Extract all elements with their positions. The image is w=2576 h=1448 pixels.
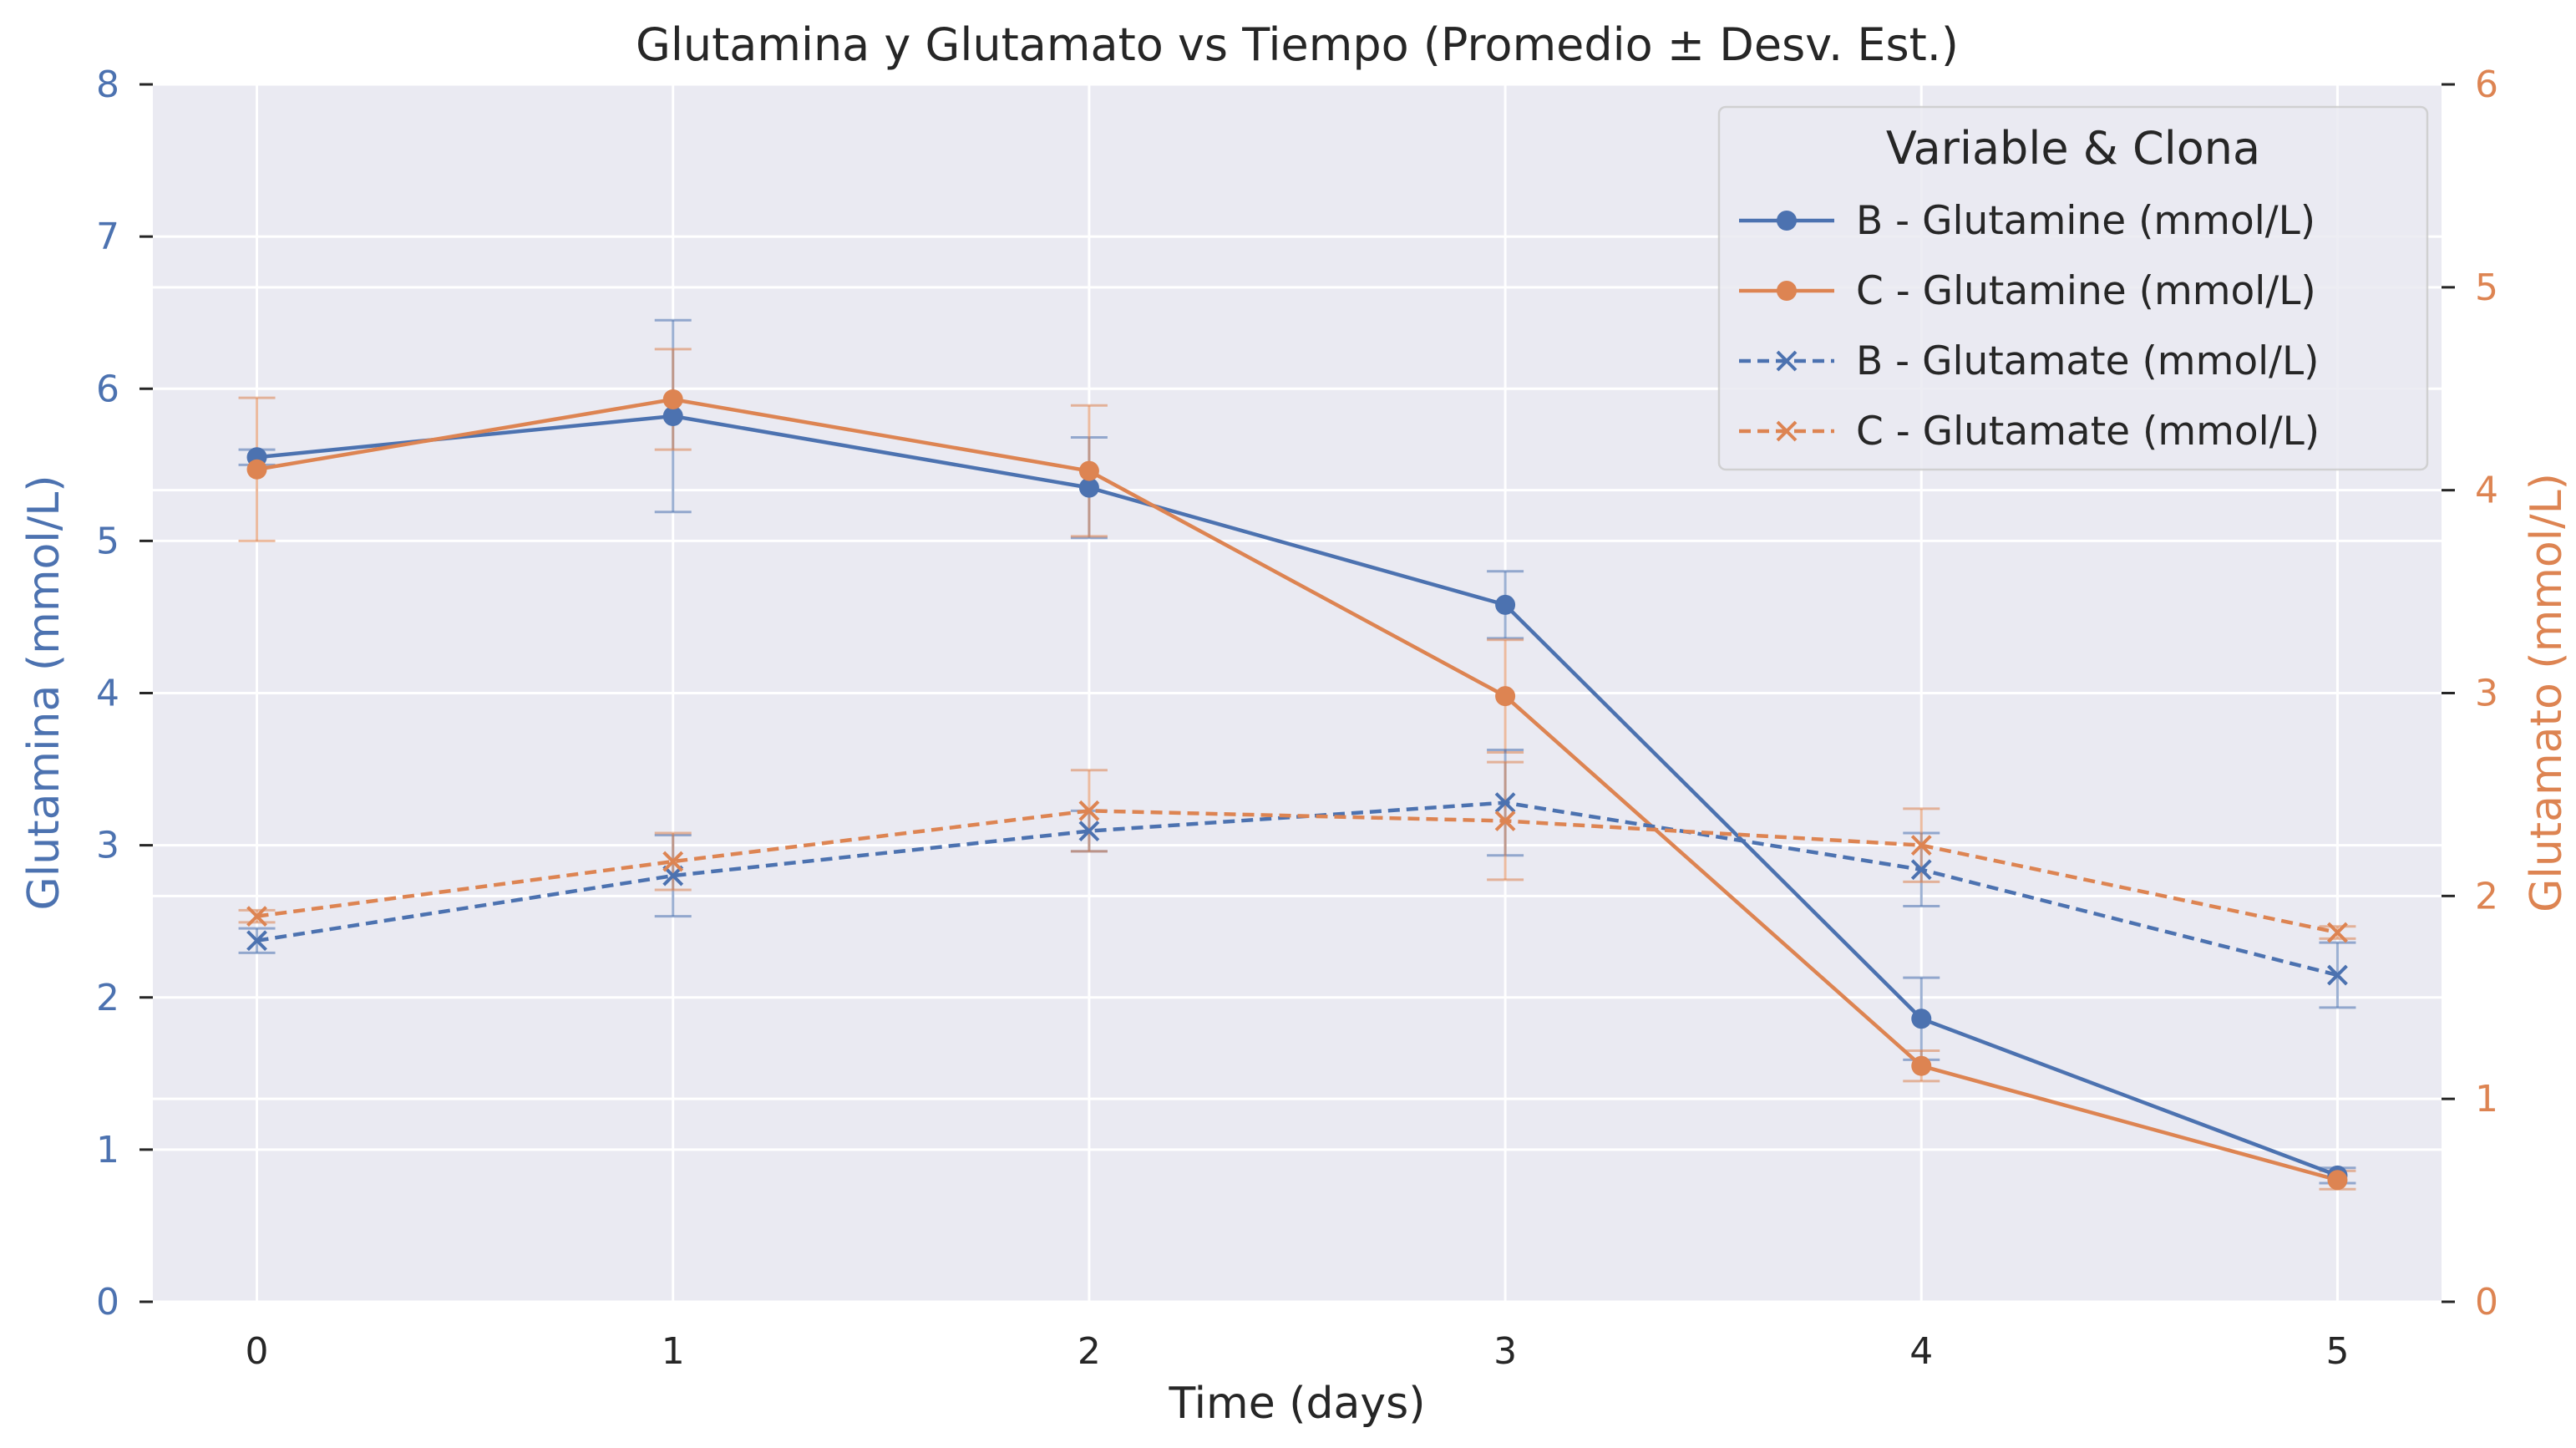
data-point xyxy=(662,389,683,409)
axes: 0 1 2 3 4 5 0 1 2 3 4 5 6 7 8 0 1 2 3 4 5 6 xyxy=(96,64,2498,1373)
legend-marker xyxy=(1776,350,1798,372)
data-point xyxy=(246,930,267,952)
data-point xyxy=(246,906,267,927)
series-markers xyxy=(246,389,2348,1191)
y-left-tick-label: 7 xyxy=(96,216,119,258)
legend-marker xyxy=(1777,211,1797,231)
y-right-tick-label: 5 xyxy=(2475,267,2498,309)
y-right-tick-label: 2 xyxy=(2475,875,2498,917)
data-point xyxy=(1078,477,1099,498)
series-line xyxy=(256,800,2339,978)
x-tick-label: 3 xyxy=(1493,1330,1517,1373)
legend-label: B - Glutamate (mmol/L) xyxy=(1856,338,2320,384)
data-point xyxy=(1910,859,1932,881)
x-axis-label: Time (days) xyxy=(1168,1379,1425,1429)
series-line xyxy=(256,397,2339,1182)
chart-title: Glutamina y Glutamato vs Tiempo (Promedi… xyxy=(636,18,1959,71)
legend-label: C - Glutamate (mmol/L) xyxy=(1856,409,2320,455)
y-left-tick-label: 8 xyxy=(96,64,119,106)
y-right-tick-label: 1 xyxy=(2475,1078,2498,1120)
data-point xyxy=(1910,835,1932,856)
data-point xyxy=(662,406,683,427)
series-lines xyxy=(256,397,2339,1182)
data-point xyxy=(2327,1170,2348,1191)
data-point xyxy=(1078,800,1100,821)
legend-marker xyxy=(1776,420,1798,442)
x-tick-label: 4 xyxy=(1909,1330,1933,1373)
data-point xyxy=(246,459,267,480)
y-right-tick-label: 3 xyxy=(2475,673,2498,715)
data-point xyxy=(1078,821,1100,842)
x-tick-label: 2 xyxy=(1078,1330,1101,1373)
data-point xyxy=(1911,1009,1932,1029)
legend-label: C - Glutamine (mmol/L) xyxy=(1856,268,2316,314)
series-line xyxy=(256,414,2339,1177)
y-left-tick-label: 5 xyxy=(96,520,119,562)
data-point xyxy=(1911,1055,1932,1076)
x-tick-label: 5 xyxy=(2325,1330,2349,1373)
x-tick-label: 0 xyxy=(246,1330,269,1373)
data-point xyxy=(1494,810,1516,831)
data-point xyxy=(1078,460,1099,481)
data-point xyxy=(2327,922,2348,943)
y-right-tick-label: 6 xyxy=(2475,64,2498,106)
y-axis-left-label: Glutamina (mmol/L) xyxy=(19,475,69,910)
series-line xyxy=(256,809,2338,935)
data-point xyxy=(1495,594,1516,615)
legend-label: B - Glutamine (mmol/L) xyxy=(1856,198,2315,244)
y-left-tick-label: 3 xyxy=(96,825,119,867)
y-axis-right-label: Glutamato (mmol/L) xyxy=(2522,473,2572,912)
data-point xyxy=(1495,686,1516,707)
grid-lines xyxy=(153,83,2442,1303)
data-point xyxy=(662,851,684,872)
y-right-tick-label: 4 xyxy=(2475,470,2498,512)
y-left-tick-label: 6 xyxy=(96,368,119,410)
y-left-tick-label: 1 xyxy=(96,1129,119,1171)
legend: Variable & Clona B - Glutamine (mmol/L) C… xyxy=(1717,105,2429,471)
data-point xyxy=(1494,792,1516,814)
x-tick-label: 1 xyxy=(662,1330,685,1373)
legend-entries: B - Glutamine (mmol/L) C - Glutamine (mmo… xyxy=(1739,198,2320,455)
legend-box xyxy=(1717,105,2429,471)
y-right-tick-label: 0 xyxy=(2475,1281,2498,1324)
y-left-tick-label: 4 xyxy=(96,673,119,715)
y-left-tick-label: 0 xyxy=(96,1281,119,1324)
y-left-tick-label: 2 xyxy=(96,977,119,1019)
legend-marker xyxy=(1777,281,1797,301)
legend-title: Variable & Clona xyxy=(1886,122,2260,175)
data-point xyxy=(2327,964,2348,986)
